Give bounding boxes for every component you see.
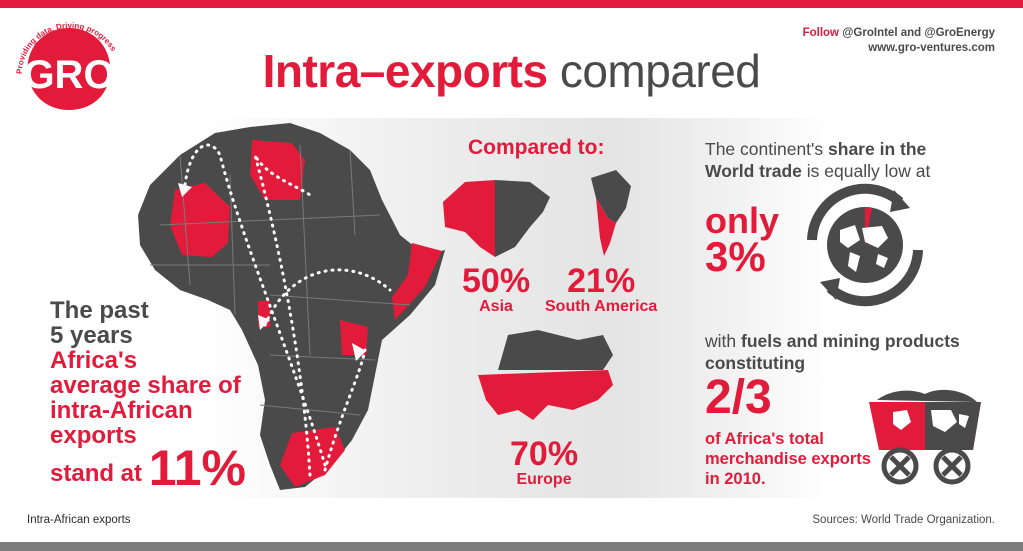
past-line1: The past	[50, 297, 149, 324]
page-title: Intra–exports compared	[0, 44, 1023, 98]
past-line3: Africa's	[50, 347, 138, 374]
past-line2: 5 years	[50, 322, 133, 349]
intra-african-share-text: The past 5 years Africa's average share …	[50, 297, 246, 493]
mining-cart-icon	[865, 380, 985, 490]
world-share-text: The continent's share in the World trade…	[705, 138, 975, 182]
follow-handles[interactable]: @GroIntel and @GroEnergy	[842, 27, 995, 39]
footer-caption: Intra-African exports	[27, 514, 131, 526]
bottom-bar	[0, 542, 1023, 551]
compared-heading: Compared to:	[468, 136, 605, 159]
only-label: only	[705, 200, 780, 241]
world-share-pct: 3%	[705, 233, 766, 280]
asia-value: 50%	[462, 262, 531, 300]
fuels-tail: of Africa's total merchandise exports in…	[705, 430, 871, 488]
fuels-pre: with	[705, 331, 737, 351]
footer-source: Sources: World Trade Organization.	[812, 514, 995, 526]
south-america-label: South America	[545, 298, 658, 315]
africa-map-icon	[120, 115, 450, 495]
bottom-divider	[0, 539, 1023, 542]
past-line5: intra-African	[50, 397, 193, 424]
fuels-text: with fuels and mining products constitut…	[705, 330, 975, 374]
fuels-bold: fuels and mining products constituting	[705, 331, 960, 373]
europe-value: 70%	[510, 435, 579, 473]
top-accent-bar	[0, 0, 1023, 8]
south-america-map-icon	[591, 170, 631, 256]
follow-prefix: Follow	[802, 27, 840, 39]
past-line6: exports	[50, 422, 137, 449]
region-europe: 70% Europe	[510, 437, 578, 489]
intra-african-value: 11%	[148, 440, 247, 496]
world-share-value: only 3%	[705, 200, 780, 280]
past-line4: average share of	[50, 372, 241, 399]
asia-label: Asia	[479, 298, 513, 315]
europe-label: Europe	[516, 471, 572, 488]
world-share-bold: share in the World trade	[705, 139, 927, 181]
asia-map-icon	[443, 180, 550, 257]
region-south-america: 21% South America	[545, 264, 657, 316]
website-link[interactable]: www.gro-ventures.com	[868, 42, 995, 54]
globe-arrows-icon	[790, 180, 940, 310]
region-asia: 50% Asia	[462, 264, 530, 316]
title-red: Intra–exports	[262, 45, 548, 97]
gro-logo[interactable]: GRO Providing data. Driving progress	[14, 18, 124, 118]
world-share-post: is equally low at	[806, 161, 931, 181]
south-america-value: 21%	[567, 262, 636, 300]
follow-block: Follow @GroIntel and @GroEnergy www.gro-…	[803, 26, 995, 56]
title-grey: compared	[559, 45, 761, 97]
fuels-value: 2/3	[705, 371, 772, 424]
world-share-pre: The continent's	[705, 139, 824, 159]
svg-text:GRO: GRO	[23, 53, 114, 97]
past-line7: stand at	[50, 460, 143, 487]
europe-map-icon	[478, 330, 613, 420]
